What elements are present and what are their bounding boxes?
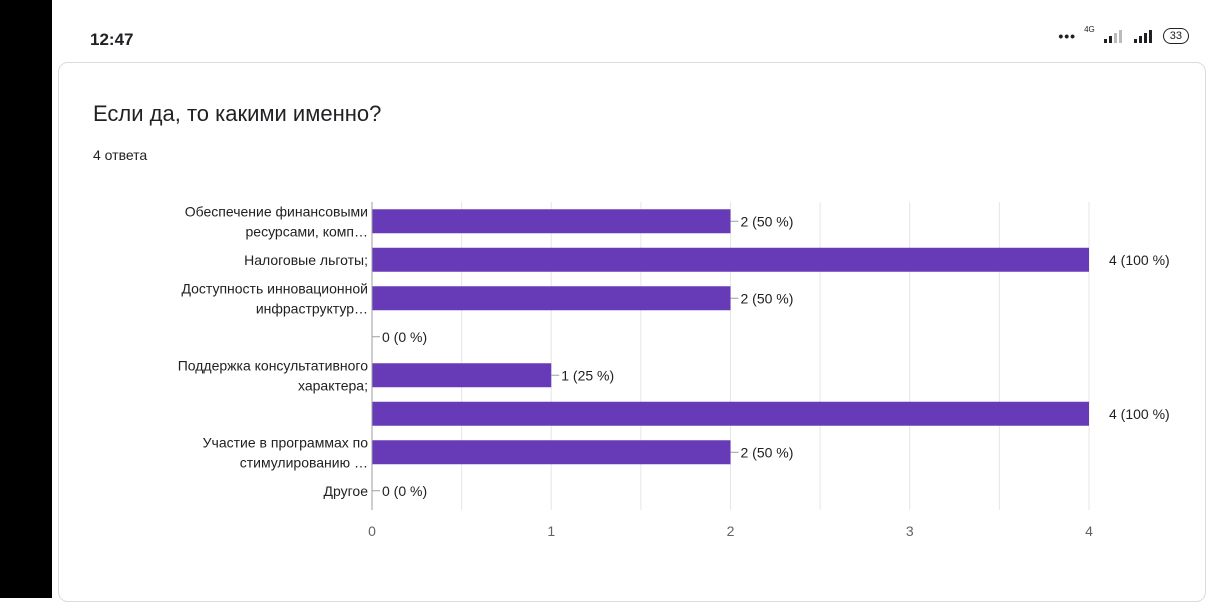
category-label: Обеспечение финансовыми	[185, 203, 368, 219]
data-label: 4 (100 %)	[1109, 252, 1170, 268]
battery-icon: 33	[1162, 28, 1189, 44]
left-edge-bar	[0, 0, 52, 598]
bar	[372, 286, 731, 311]
x-tick-label: 3	[906, 523, 914, 539]
x-tick-label: 2	[727, 523, 735, 539]
x-tick-label: 4	[1085, 523, 1093, 539]
data-label: 2 (50 %)	[741, 444, 794, 460]
status-time: 12:47	[90, 30, 134, 49]
bar	[372, 401, 1089, 426]
data-label: 2 (50 %)	[741, 290, 794, 306]
status-bar: 12:47 ••• 4G 33	[52, 0, 1213, 60]
bar	[372, 440, 731, 465]
data-label: 0 (0 %)	[382, 483, 427, 499]
category-label: стимулированию …	[240, 454, 368, 470]
category-label: ресурсами, комп…	[246, 223, 369, 239]
network-type-label: 4G	[1084, 25, 1095, 34]
signal-icon	[1103, 30, 1122, 43]
category-label: характера;	[298, 377, 368, 393]
bar-chart: 0 1 2 3 4 2 (50 %) Обеспечение финансовыми ресу…	[178, 202, 1170, 539]
response-count: 4 ответа	[93, 147, 148, 163]
bar	[372, 209, 731, 234]
category-label: Поддержка консультативного	[178, 357, 369, 373]
question-card: Если да, то какими именно? 4 ответа 0 1 2 3…	[58, 62, 1206, 602]
category-label: инфраструктур…	[256, 300, 368, 316]
category-label: Другое	[324, 483, 369, 499]
data-label: 1 (25 %)	[561, 367, 614, 383]
data-label: 0 (0 %)	[382, 329, 427, 345]
signal-icon-2	[1133, 30, 1152, 43]
category-label: Участие в программах по	[203, 434, 369, 450]
x-tick-label: 1	[547, 523, 555, 539]
question-title: Если да, то какими именно?	[93, 101, 382, 126]
x-tick-label: 0	[368, 523, 376, 539]
bar	[372, 247, 1089, 272]
data-label: 2 (50 %)	[741, 213, 794, 229]
bar	[372, 363, 552, 388]
more-dots-icon: •••	[1058, 28, 1077, 44]
status-icons: ••• 4G 33	[1058, 25, 1189, 44]
category-label: Доступность инновационной	[181, 280, 368, 296]
category-label: Налоговые льготы;	[244, 252, 368, 268]
data-label: 4 (100 %)	[1109, 406, 1170, 422]
